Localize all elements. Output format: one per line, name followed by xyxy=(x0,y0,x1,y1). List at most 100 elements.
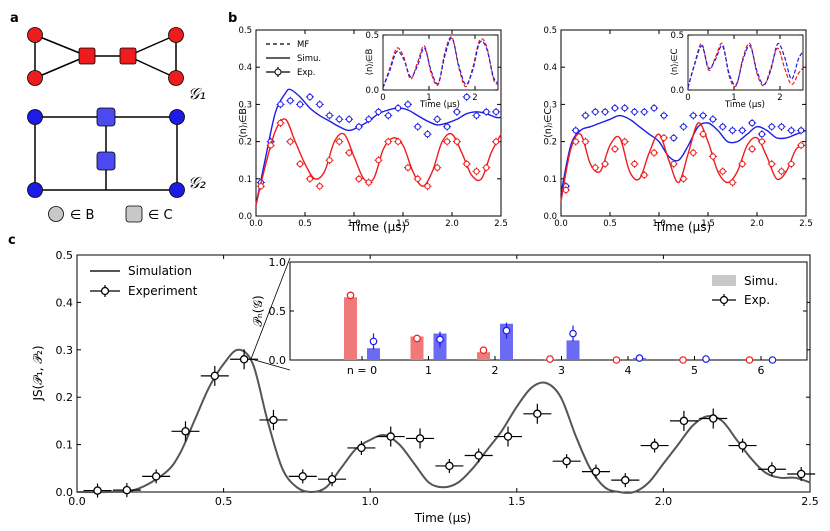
c-inset-xtick-label: 5 xyxy=(691,364,698,377)
b-right-red-experiment-point xyxy=(660,134,668,141)
c-inset-bar-simu-g2 xyxy=(500,323,513,360)
b-left-ytick-label: 0.3 xyxy=(238,100,252,110)
chart-c-main: 0.0 0.5 1.0 1.5 2.0 2.5 0.0 0.1 0.2 0.3 0.4 0.5 JS(… xyxy=(31,249,819,525)
c-experiment-point xyxy=(239,355,249,364)
b-right-red-experiment-point xyxy=(700,131,707,138)
b-right-blue-experiment-point xyxy=(582,112,589,119)
c-experiment-point xyxy=(474,451,483,460)
b-right-blue-experiment-point xyxy=(690,112,697,119)
c-experiment-point xyxy=(122,485,132,495)
c-inset-exp-g2-point xyxy=(569,329,577,338)
c-experiment-point xyxy=(181,427,190,436)
c-inset-exp-g1-point xyxy=(745,356,754,364)
b-left-red-experiment-point xyxy=(404,164,411,171)
b-left-red-experiment-point xyxy=(395,138,402,145)
b-left-blue-experiment-point xyxy=(336,116,343,123)
b-right-blue-experiment-point xyxy=(621,105,628,112)
b-right-red-experiment-point xyxy=(611,145,619,153)
b-right-red-experiment-point xyxy=(602,160,609,168)
b-right-blue-experiment-point xyxy=(602,108,609,115)
b-left-red-experiment-point xyxy=(493,138,500,145)
b-left-xtick-label: 0.0 xyxy=(249,219,263,229)
b-left-blue-experiment-point xyxy=(473,112,480,119)
c-experiment-point xyxy=(796,469,806,479)
b-right-ytick-label: 0.5 xyxy=(543,26,557,36)
b-right-blue-experiment-point xyxy=(641,108,648,115)
b-right-red-experiment-point xyxy=(739,160,746,168)
g1-node-b2 xyxy=(27,70,43,86)
legend-exp: Exp. xyxy=(297,68,316,78)
b-left-xlabel: Time (μs) xyxy=(349,220,406,234)
c-experiment-point xyxy=(591,467,601,476)
b-left-xtick-label: 2.0 xyxy=(445,219,459,229)
c-legend-experiment: Experiment xyxy=(128,284,198,298)
c-inset-exp-g2-point xyxy=(436,335,444,344)
c-inset-bar-simu-g1 xyxy=(477,352,490,360)
c-inset-ytick-label: 0.0 xyxy=(269,354,287,367)
c-inset-bar-simu-g2 xyxy=(367,348,380,360)
g2-node-b2 xyxy=(169,109,185,125)
c-inset-exp-g2-point xyxy=(768,356,777,364)
b-left-blue-experiment-point xyxy=(277,101,284,108)
b-left-inset-xtick-label: 2 xyxy=(472,93,477,103)
b-left-inset: 0 1 2 0.0 0.5 ⟨n⟩ⱼ∈B Time (μs) xyxy=(365,31,499,110)
c-inset-bar-simu-g2 xyxy=(566,340,580,360)
b-right-xtick-label: 0.0 xyxy=(554,219,568,229)
b-left-blue-experiment-point xyxy=(395,105,402,112)
b-left-inset-xtick-label: 1 xyxy=(426,93,431,103)
b-right-blue-experiment-point xyxy=(631,108,638,115)
c-inset-ytick-label: 0.5 xyxy=(269,305,287,318)
graph-g1 xyxy=(27,27,184,86)
b-right-blue-experiment-point xyxy=(739,127,746,134)
chart-b-right: 0.0 0.5 1.0 1.5 2.0 2.5 0.0 0.1 0.2 0.3 0.4 0.5 ⟨n⟩… xyxy=(543,26,813,234)
b-left-red-experiment-point xyxy=(257,183,264,190)
b-right-blue-experiment-point xyxy=(758,131,766,138)
b-left-red-experiment-point xyxy=(444,138,451,145)
c-main-xtick-label: 2.0 xyxy=(655,495,673,508)
legend-mf: MF xyxy=(297,40,309,50)
b-right-blue-experiment-point xyxy=(768,123,775,130)
c-inset-exp-g2-point xyxy=(702,355,710,363)
c-experiment-point xyxy=(386,432,395,441)
b-right-inset-blue-MF-line xyxy=(687,42,804,88)
panel-label-a: a xyxy=(10,11,19,26)
legend-c-square-icon xyxy=(125,205,143,223)
b-right-red-experiment-point xyxy=(778,168,785,175)
b-left-ytick-label: 0.2 xyxy=(238,138,252,148)
b-left-red-experiment-point xyxy=(316,183,323,190)
graph-g2 xyxy=(27,107,185,198)
b-right-inset-xlabel: Time (μs) xyxy=(724,100,765,110)
b-left-blue-experiment-point xyxy=(463,93,470,101)
c-inset-legend-exp: Exp. xyxy=(744,293,770,307)
g2-node-b3 xyxy=(27,182,43,198)
b-right-xtick-label: 0.5 xyxy=(603,219,617,229)
c-experiment-point xyxy=(738,441,747,450)
b-left-red-experiment-point xyxy=(355,175,362,182)
b-left-blue-experiment-point xyxy=(375,108,382,115)
c-main-ytick-label: 0.4 xyxy=(56,296,74,309)
b-left-inset-ytick-label: 0.5 xyxy=(365,31,379,41)
c-experiment-point xyxy=(415,434,425,443)
b-left-blue-experiment-point xyxy=(434,116,441,123)
b-right-red-experiment-point xyxy=(788,160,795,168)
b-right-red-experiment-point xyxy=(592,164,599,171)
b-left-red-experiment-point xyxy=(375,157,382,164)
b-left-red-experiment-point xyxy=(424,183,431,190)
b-right-red-experiment-point xyxy=(562,186,570,194)
g2-node-b1 xyxy=(27,109,43,125)
b-left-red-experiment-point xyxy=(326,157,333,164)
g1-node-b3 xyxy=(168,27,184,43)
b-right-xtick-label: 2.0 xyxy=(750,219,764,229)
b-right-red-experiment-point xyxy=(690,149,697,156)
c-inset-xtick-label: 1 xyxy=(425,364,432,377)
c-main-ytick-label: 0.2 xyxy=(56,391,74,404)
b-right-red-experiment-point xyxy=(719,168,726,175)
b-right-blue-experiment-point xyxy=(798,127,805,134)
c-main-xtick-label: 1.0 xyxy=(361,495,379,508)
b-right-blue-experiment-point xyxy=(611,105,619,112)
b-right-blue-experiment-point xyxy=(719,123,726,130)
b-left-xtick-label: 0.5 xyxy=(298,219,312,229)
legend-b-circle-icon xyxy=(48,206,64,222)
b-left-red-experiment-point xyxy=(453,138,460,145)
g2-node-b4 xyxy=(169,182,185,198)
